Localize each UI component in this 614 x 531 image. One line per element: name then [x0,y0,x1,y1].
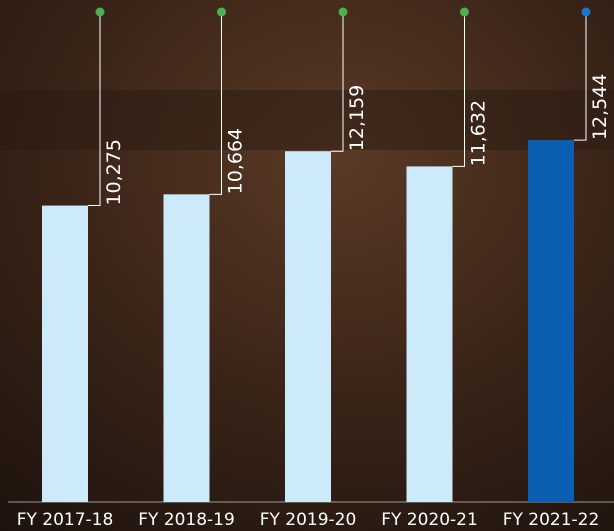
marker-dot [338,7,348,17]
x-tick-label: FY 2018-19 [138,510,235,530]
leader-line [574,12,587,141]
x-tick-label: FY 2021-22 [503,510,600,530]
marker-dot [95,7,105,17]
leader-line [331,12,344,152]
bar [528,140,574,502]
marker-dot [217,7,226,17]
leader-line [209,12,222,195]
value-label: 10,664 [225,128,247,194]
bar [163,194,210,503]
marker-dot [460,7,469,17]
x-tick-label: FY 2020-21 [381,510,478,530]
value-label: 12,159 [346,85,368,151]
bar [285,151,331,502]
value-label: 12,544 [589,74,611,140]
marker-dot [581,7,591,17]
value-label: 11,632 [468,100,490,166]
value-label: 10,275 [103,139,125,205]
x-tick-label: FY 2017-18 [17,510,114,530]
bar [406,166,453,503]
leader-line [88,12,101,207]
bar [42,205,88,502]
background-band [0,90,614,150]
leader-line [452,12,465,167]
x-tick-label: FY 2019-20 [260,510,357,530]
